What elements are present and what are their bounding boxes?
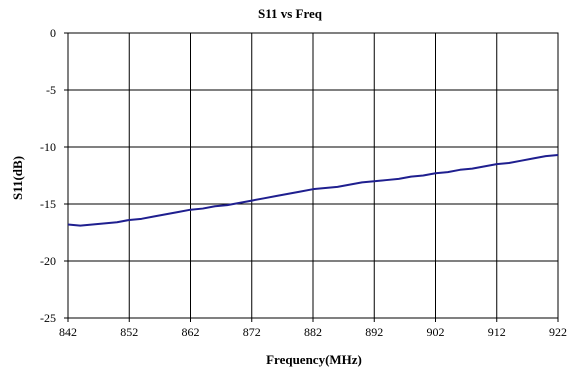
x-tick-label: 862: [182, 325, 200, 339]
x-tick-label: 852: [120, 325, 138, 339]
x-tick-label: 922: [549, 325, 567, 339]
x-tick-label: 892: [365, 325, 383, 339]
y-axis-label: S11(dB): [10, 156, 25, 200]
x-tick-label: 912: [488, 325, 506, 339]
x-tick-label: 902: [427, 325, 445, 339]
grid-lines: [67, 32, 559, 319]
x-tick-label: 882: [304, 325, 322, 339]
y-axis-ticks: 0 -5 -10 -15 -20 -25: [40, 26, 68, 325]
series-line: [67, 153, 559, 227]
y-tick-label: -20: [40, 254, 56, 268]
y-tick-label: -5: [46, 83, 56, 97]
y-tick-label: -25: [40, 311, 56, 325]
chart-title: S11 vs Freq: [258, 6, 323, 21]
x-axis-ticks: 842 852 862 872 882 892 902 912 922: [59, 318, 567, 339]
y-tick-label: -15: [40, 197, 56, 211]
x-axis-label: Frequency(MHz): [266, 352, 362, 367]
series-layer: [67, 153, 559, 227]
x-tick-label: 872: [243, 325, 261, 339]
y-tick-label: 0: [50, 26, 56, 40]
x-tick-label: 842: [59, 325, 77, 339]
y-tick-label: -10: [40, 140, 56, 154]
